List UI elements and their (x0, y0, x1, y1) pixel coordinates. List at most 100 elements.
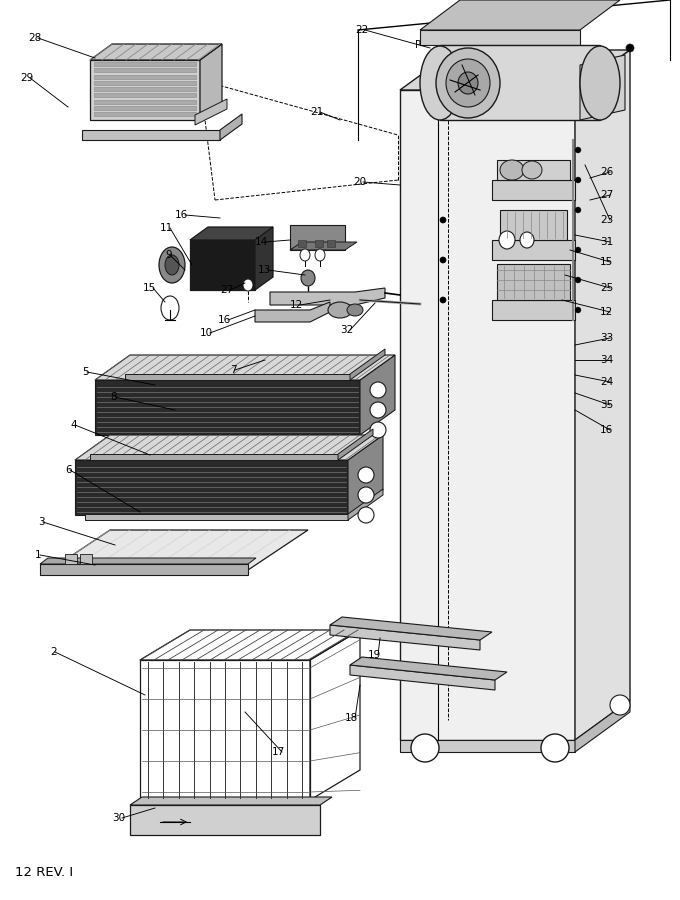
Polygon shape (270, 288, 385, 305)
Text: 20: 20 (353, 177, 366, 187)
Text: 27: 27 (220, 285, 233, 295)
Polygon shape (255, 302, 330, 322)
Polygon shape (350, 349, 385, 380)
Text: 24: 24 (600, 377, 613, 387)
Text: 33: 33 (600, 333, 613, 343)
Ellipse shape (500, 160, 524, 180)
Polygon shape (420, 0, 620, 30)
Text: 12: 12 (290, 300, 303, 310)
Polygon shape (348, 435, 383, 515)
Text: 35: 35 (600, 400, 613, 410)
Text: 29: 29 (20, 73, 33, 83)
Text: 7: 7 (230, 365, 237, 375)
Ellipse shape (243, 279, 253, 291)
Polygon shape (580, 55, 625, 120)
Polygon shape (492, 180, 575, 200)
Text: 9: 9 (165, 250, 171, 260)
Polygon shape (94, 94, 196, 97)
Text: 4: 4 (70, 420, 77, 430)
Polygon shape (65, 554, 77, 564)
Ellipse shape (522, 161, 542, 179)
Polygon shape (255, 227, 273, 290)
Polygon shape (400, 740, 575, 752)
Polygon shape (420, 30, 580, 45)
Ellipse shape (315, 249, 325, 261)
Polygon shape (315, 240, 323, 247)
Polygon shape (190, 227, 273, 240)
Ellipse shape (161, 296, 179, 320)
Text: 25: 25 (600, 283, 613, 293)
Polygon shape (220, 114, 242, 140)
Ellipse shape (358, 467, 374, 483)
Text: 23: 23 (600, 215, 613, 225)
Polygon shape (94, 112, 196, 116)
Ellipse shape (575, 277, 581, 283)
Polygon shape (330, 625, 480, 650)
Text: 18: 18 (345, 713, 358, 723)
Text: 15: 15 (600, 257, 613, 267)
Text: 16: 16 (175, 210, 188, 220)
Ellipse shape (575, 207, 581, 213)
Text: 12: 12 (600, 307, 613, 317)
Ellipse shape (358, 507, 374, 523)
Polygon shape (50, 530, 308, 570)
Polygon shape (497, 264, 570, 300)
Polygon shape (75, 435, 383, 460)
Polygon shape (290, 225, 345, 250)
Polygon shape (130, 805, 320, 835)
Text: 12 REV. I: 12 REV. I (15, 866, 73, 878)
Polygon shape (40, 564, 248, 575)
Ellipse shape (520, 232, 534, 248)
Ellipse shape (370, 422, 386, 438)
Text: 10: 10 (200, 328, 213, 338)
Ellipse shape (370, 382, 386, 398)
Ellipse shape (347, 304, 363, 316)
Ellipse shape (411, 734, 439, 762)
Polygon shape (575, 700, 630, 752)
Polygon shape (400, 50, 630, 90)
Text: 6: 6 (65, 465, 71, 475)
Text: 31: 31 (600, 237, 613, 247)
Ellipse shape (436, 48, 500, 118)
Ellipse shape (446, 59, 490, 107)
Polygon shape (94, 75, 196, 78)
Text: 11: 11 (160, 223, 173, 233)
Polygon shape (80, 554, 92, 564)
Text: 22: 22 (355, 25, 369, 35)
Ellipse shape (575, 247, 581, 253)
Polygon shape (94, 81, 196, 85)
Ellipse shape (165, 255, 179, 275)
Polygon shape (94, 100, 196, 104)
Polygon shape (348, 489, 383, 520)
Polygon shape (492, 300, 575, 320)
Ellipse shape (300, 249, 310, 261)
Ellipse shape (440, 257, 446, 263)
Ellipse shape (420, 46, 460, 120)
Text: 13: 13 (258, 265, 271, 275)
Text: 2: 2 (50, 647, 56, 657)
Polygon shape (190, 240, 255, 290)
Ellipse shape (370, 402, 386, 418)
Ellipse shape (301, 270, 315, 286)
Polygon shape (360, 355, 395, 435)
Polygon shape (290, 242, 357, 250)
Ellipse shape (626, 44, 634, 52)
Text: 30: 30 (112, 813, 125, 823)
Text: 19: 19 (368, 650, 381, 660)
Text: 5: 5 (82, 367, 88, 377)
Ellipse shape (328, 302, 352, 318)
Text: 16: 16 (600, 425, 613, 435)
Polygon shape (95, 355, 395, 380)
Text: 16: 16 (218, 315, 231, 325)
Polygon shape (350, 665, 495, 690)
Polygon shape (400, 90, 575, 740)
Ellipse shape (610, 695, 630, 715)
Polygon shape (350, 657, 507, 680)
Polygon shape (497, 160, 570, 180)
Ellipse shape (458, 72, 478, 94)
Text: 34: 34 (600, 355, 613, 365)
Text: 17: 17 (272, 747, 285, 757)
Text: 28: 28 (28, 33, 41, 43)
Text: 8: 8 (110, 392, 117, 402)
Text: 14: 14 (255, 237, 268, 247)
